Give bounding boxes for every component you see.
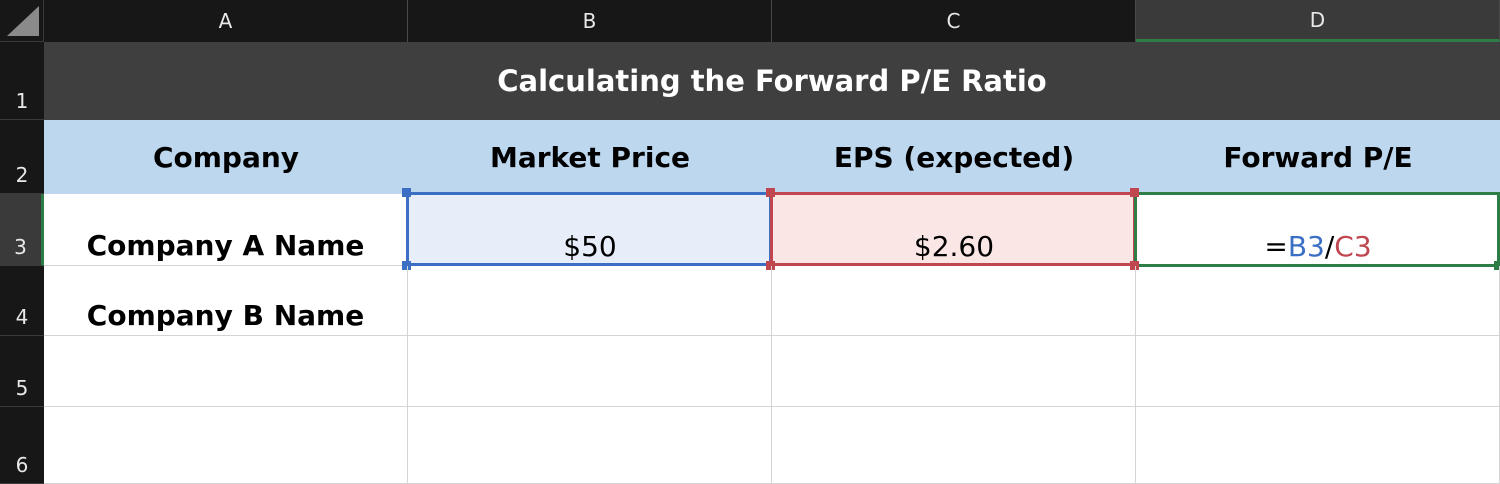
- cell-c5[interactable]: [772, 336, 1136, 407]
- cell-a4[interactable]: Company B Name: [44, 266, 408, 336]
- cell-a3[interactable]: Company A Name: [44, 194, 408, 266]
- cell-a6[interactable]: [44, 407, 408, 484]
- header-forward-pe[interactable]: Forward P/E: [1136, 120, 1500, 194]
- select-all-button[interactable]: [0, 0, 44, 42]
- header-company[interactable]: Company: [44, 120, 408, 194]
- cell-d4[interactable]: [1136, 266, 1500, 336]
- title-cell[interactable]: Calculating the Forward P/E Ratio: [44, 42, 1500, 120]
- resize-handle-b3-tl[interactable]: [402, 188, 411, 197]
- resize-handle-c3-br[interactable]: [1130, 261, 1139, 270]
- column-header-b[interactable]: B: [408, 0, 772, 42]
- row-header-4[interactable]: 4: [0, 266, 44, 336]
- row-header-1[interactable]: 1: [0, 42, 44, 120]
- cell-d5[interactable]: [1136, 336, 1500, 407]
- cell-b4[interactable]: [408, 266, 772, 336]
- cell-c3[interactable]: $2.60: [913, 230, 995, 263]
- header-market-price[interactable]: Market Price: [408, 120, 772, 194]
- formula-ref-b3: B3: [1287, 230, 1325, 263]
- cell-c4[interactable]: [772, 266, 1136, 336]
- cell-b3[interactable]: $50: [563, 230, 617, 263]
- resize-handle-c3-bl[interactable]: [766, 261, 775, 270]
- resize-handle-b3-bl[interactable]: [402, 261, 411, 270]
- row-header-6[interactable]: 6: [0, 407, 44, 484]
- row-header-3[interactable]: 3: [0, 194, 44, 266]
- row-header-5[interactable]: 5: [0, 336, 44, 407]
- cell-b6[interactable]: [408, 407, 772, 484]
- resize-handle-c3-tl[interactable]: [766, 188, 775, 197]
- cell-c6[interactable]: [772, 407, 1136, 484]
- formula-ref-c3: C3: [1334, 230, 1372, 263]
- row-header-2[interactable]: 2: [0, 120, 44, 194]
- formula-divide: /: [1324, 230, 1335, 263]
- cell-d6[interactable]: [1136, 407, 1500, 484]
- column-header-c[interactable]: C: [772, 0, 1136, 42]
- fill-handle[interactable]: [1494, 261, 1500, 270]
- column-header-a[interactable]: A: [44, 0, 408, 42]
- formula-equals: =: [1264, 230, 1288, 263]
- column-header-d[interactable]: D: [1136, 0, 1500, 42]
- cell-a5[interactable]: [44, 336, 408, 407]
- cell-d3-formula[interactable]: = B3/C3: [1136, 194, 1500, 266]
- cell-b5[interactable]: [408, 336, 772, 407]
- select-all-triangle-icon: [7, 6, 39, 36]
- resize-handle-c3-tr[interactable]: [1130, 188, 1139, 197]
- header-eps-expected[interactable]: EPS (expected): [772, 120, 1136, 194]
